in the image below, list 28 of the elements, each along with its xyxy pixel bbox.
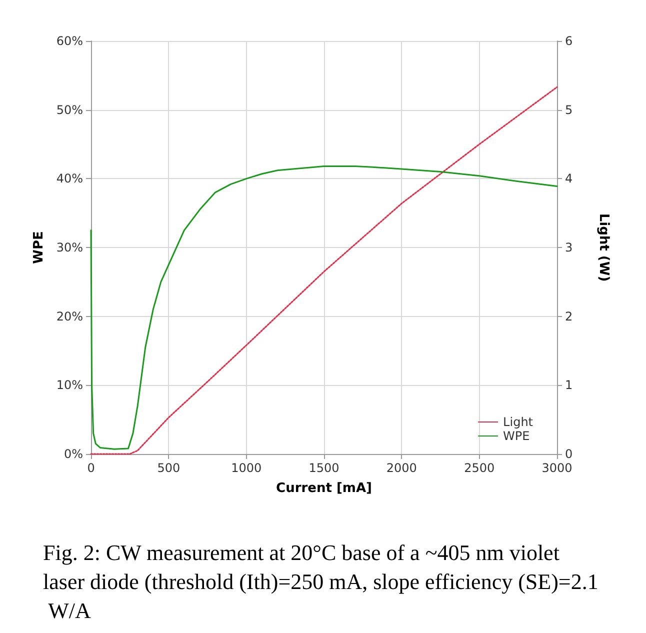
y2-tick-label: 0 — [565, 447, 573, 461]
x-tick-label: 0 — [87, 461, 95, 475]
caption: Fig. 2: CW measurement at 20°C base of a ~405 nm violet laser diode (threshold (Ith)=250 mA, slope efficiency (SE)=2.1 W/A — [43, 540, 598, 623]
x-tick-label: 1500 — [308, 461, 340, 475]
x-axis-title: Current [mA] — [276, 481, 372, 496]
legend-label: Light — [503, 415, 534, 429]
y-tick-label: 50% — [56, 102, 83, 117]
x-tick-label: 500 — [157, 461, 180, 475]
y2-tick-label: 6 — [565, 34, 573, 48]
legend-label: WPE — [503, 429, 530, 443]
y2-tick-label: 4 — [565, 172, 573, 186]
y-tick-label: 40% — [56, 172, 83, 186]
y2-axis-title: Light (W) — [596, 213, 611, 282]
y-tick-label: 10% — [56, 378, 83, 392]
y2-tick-label: 1 — [565, 378, 573, 392]
y2-tick-label: 3 — [565, 240, 573, 254]
x-tick-label: 2500 — [464, 461, 495, 475]
y2-tick-label: 5 — [565, 102, 573, 117]
x-tick-label: 2000 — [386, 461, 417, 475]
y-tick-label: 30% — [56, 240, 83, 254]
line-series — [90, 166, 558, 450]
x-tick-label: 1000 — [231, 461, 262, 475]
y-axis-title: WPE — [31, 231, 46, 264]
y2-tick-label: 2 — [565, 309, 573, 324]
y-tick-label: 0% — [64, 447, 83, 461]
y-tick-label: 60% — [56, 34, 83, 48]
x-tick-label: 3000 — [542, 461, 572, 475]
y-tick-label: 20% — [56, 309, 83, 324]
